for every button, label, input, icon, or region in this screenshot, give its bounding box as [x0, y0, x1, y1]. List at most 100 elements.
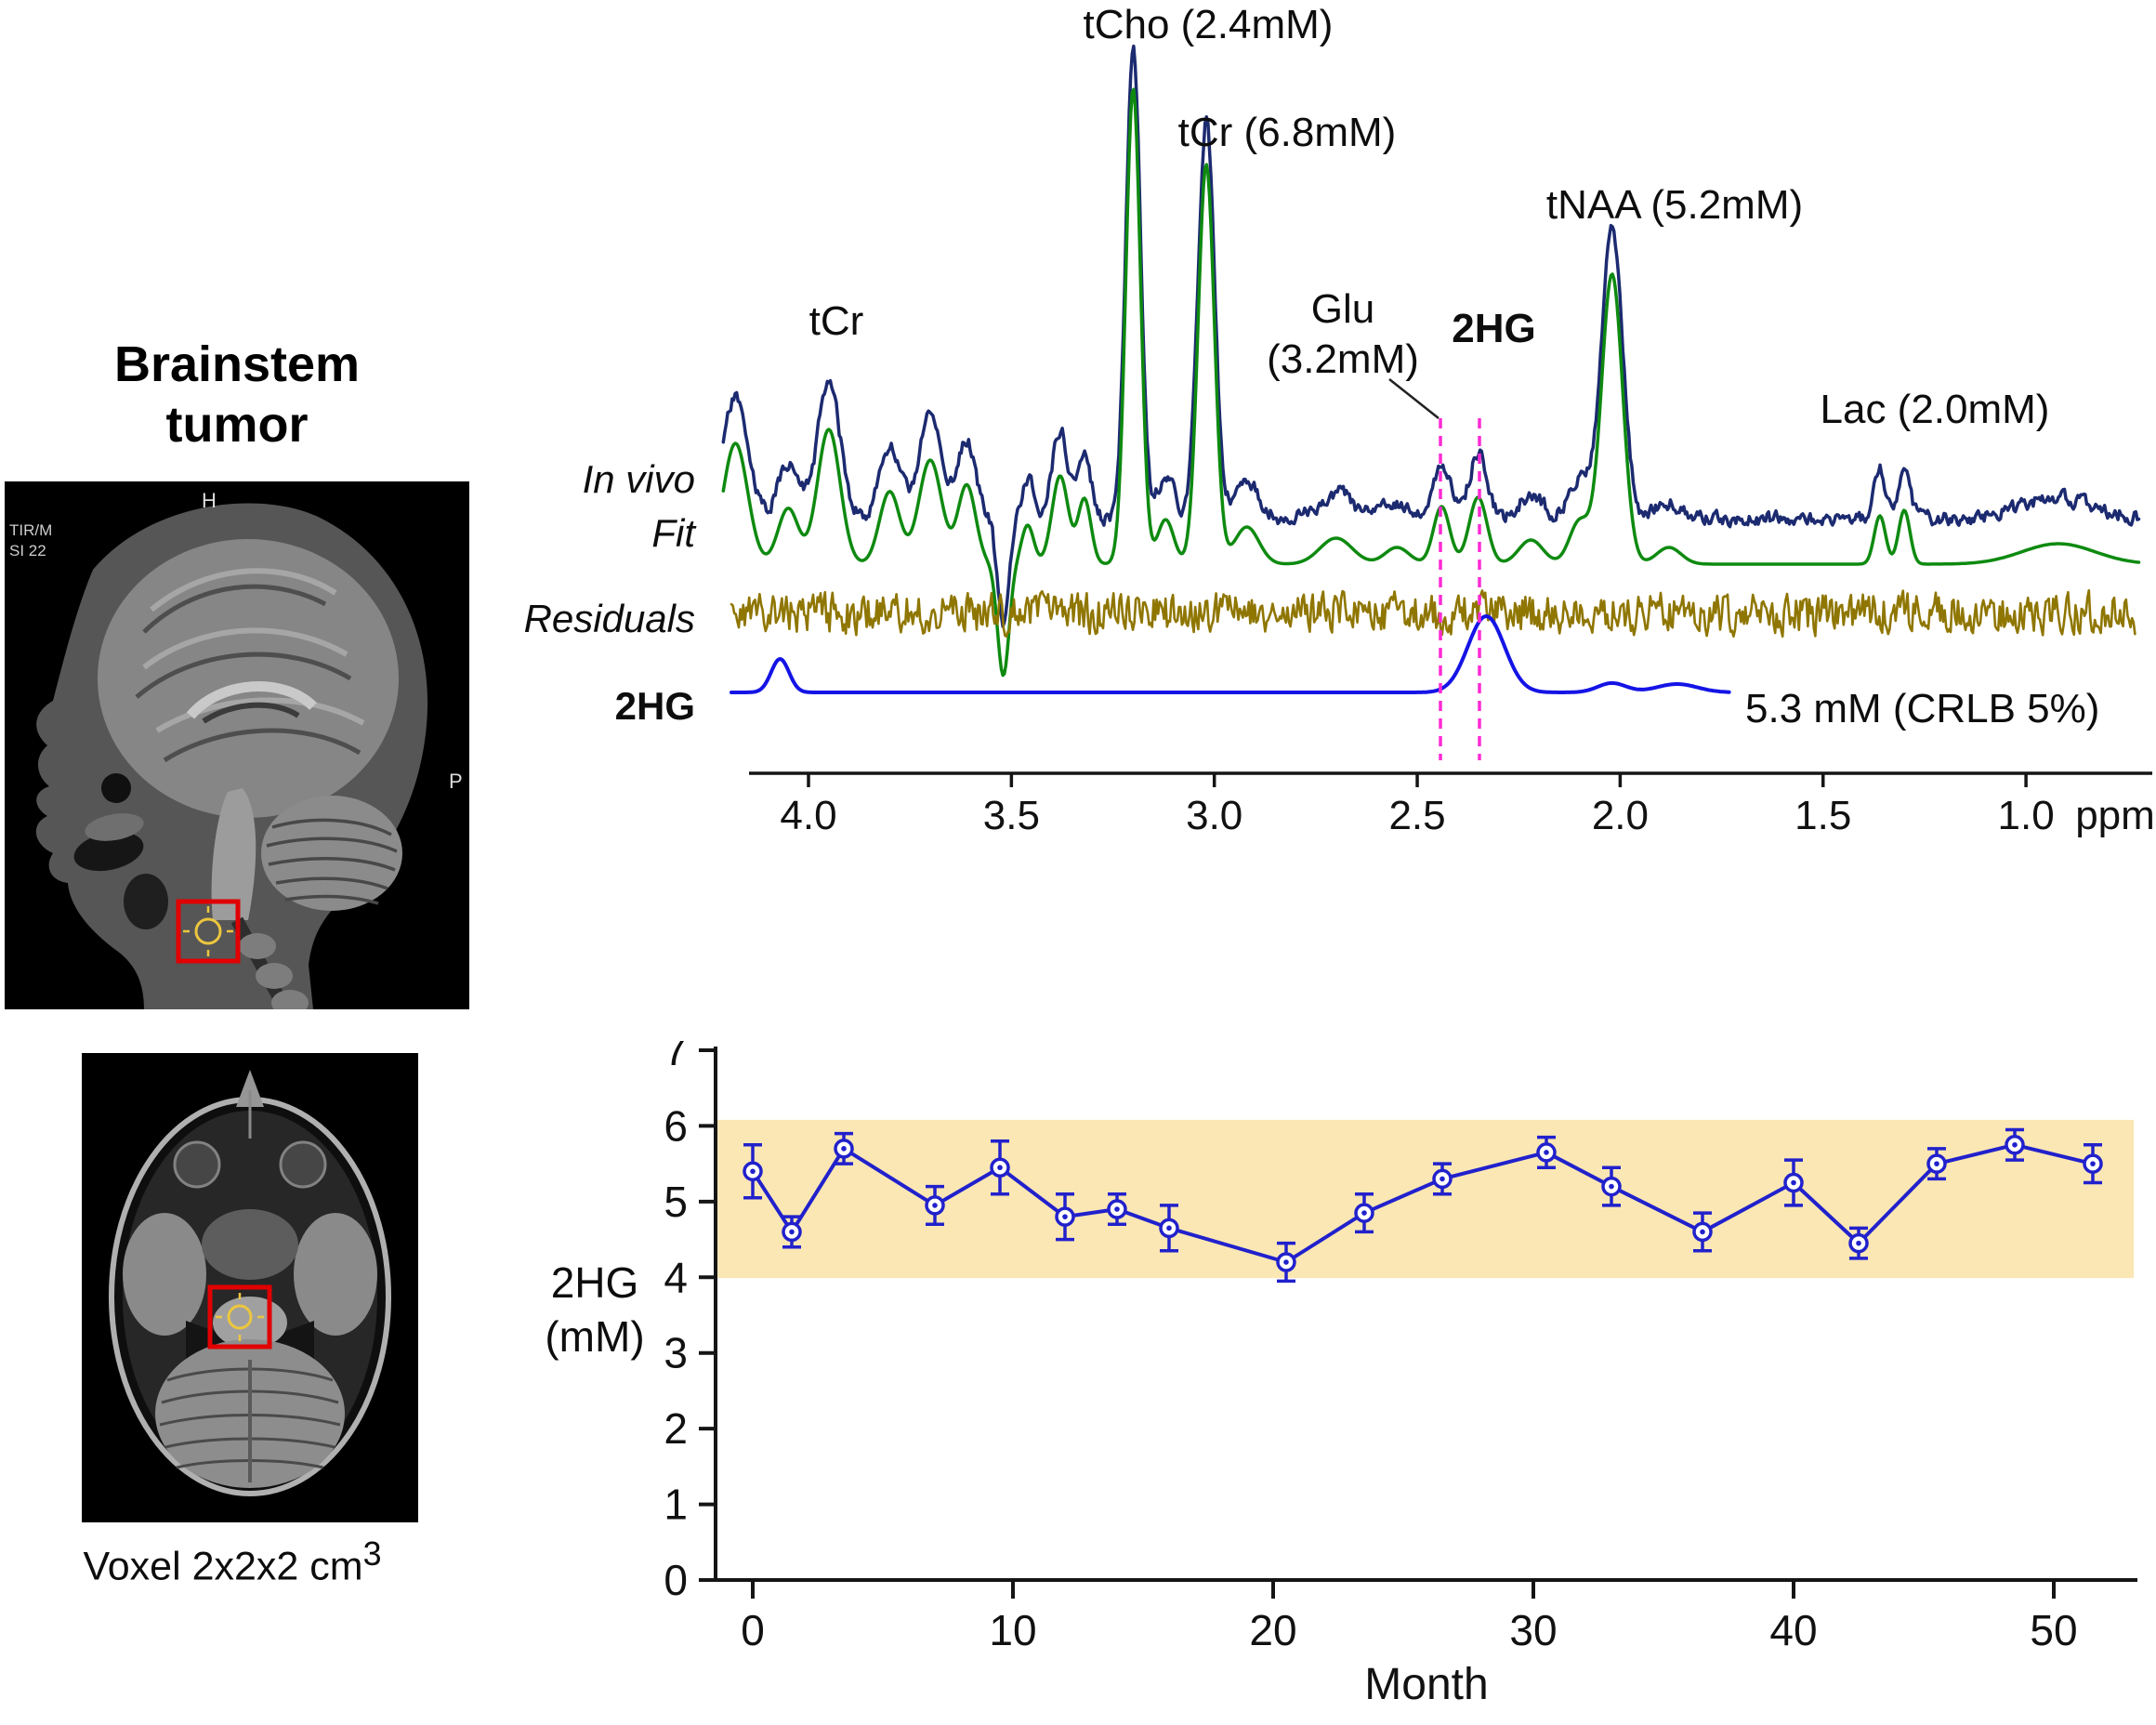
y-axis-title-line1: 2HG — [550, 1258, 639, 1307]
gyrus-line — [150, 568, 337, 612]
x-tick-label: 0 — [741, 1606, 765, 1654]
voxel-marker-ticks — [183, 906, 233, 956]
ventricle-line — [202, 702, 300, 724]
gyrus-line — [155, 697, 365, 733]
peak-label-lac: Lac (2.0mM) — [1820, 387, 2050, 432]
y-tick-label: 7 — [664, 1041, 688, 1074]
x-tick-label: 40 — [1769, 1606, 1817, 1654]
scan-params-line2: SI 22 — [9, 542, 46, 560]
data-point — [834, 1131, 854, 1165]
peak-label-tcho: tCho (2.4mM) — [1083, 2, 1334, 47]
peak-label-glu-line2: (3.2mM) — [1267, 336, 1419, 382]
data-point — [1601, 1165, 1622, 1207]
x-tick-label: 50 — [2030, 1606, 2077, 1654]
peak-label-tcr-right: tCr (6.8mM) — [1177, 110, 1397, 155]
ppm-axis-unit: ppm — [2075, 793, 2155, 838]
axial-mri-image — [82, 1053, 418, 1522]
data-point — [1848, 1226, 1869, 1260]
brainstem — [211, 788, 256, 920]
2hg-model-trace — [730, 614, 1731, 694]
corpus-callosum — [186, 681, 317, 719]
data-point — [2083, 1143, 2103, 1185]
voxel-marker-circle — [227, 1304, 253, 1330]
figure-title-line1: Brainstem — [113, 336, 361, 392]
folia-line — [268, 857, 396, 872]
trace-label-invivo: In vivo — [582, 457, 695, 501]
residuals-trace — [730, 588, 2136, 639]
mrs-spectrum-plot: 4.0 3.5 3.0 2.5 2.0 1.5 1.0 ppm — [721, 44, 2155, 838]
data-point — [1692, 1211, 1713, 1253]
y-tick-label: 5 — [664, 1178, 688, 1226]
voxel-box — [176, 899, 241, 964]
cerebellum — [261, 796, 402, 911]
nose — [236, 1070, 264, 1107]
sulcus-line — [142, 584, 327, 634]
y-axis-title-line2: (mM) — [545, 1311, 645, 1361]
voxel-marker-circle — [194, 917, 222, 945]
data-point — [743, 1143, 763, 1200]
data-point — [1107, 1192, 1127, 1227]
y-tick-label: 4 — [664, 1253, 688, 1301]
peak-label-2hg: 2HG — [1452, 306, 1536, 351]
voxel-caption: Voxel 2x2x2 cm3 — [33, 1535, 432, 1589]
vertebra — [239, 933, 276, 959]
voxel-box — [207, 1284, 272, 1350]
temporal-lobe — [294, 1213, 377, 1336]
longitudinal-2hg-chart: 0 1 2 3 4 5 6 7 0 10 20 30 40 50 Month — [664, 1041, 2137, 1709]
in-vivo-trace — [721, 44, 2141, 628]
y-tick-label: 0 — [664, 1556, 688, 1604]
peak-label-glu-line1: Glu — [1310, 286, 1375, 332]
y-tick-label: 2 — [664, 1404, 688, 1453]
peak-label-tcr-left: tCr — [808, 298, 864, 344]
cerebrum — [98, 539, 399, 818]
chart-axes — [699, 1047, 2137, 1599]
folia-line — [271, 818, 392, 836]
ppm-tick-label: 2.5 — [1388, 793, 1445, 838]
ppm-tick-label: 1.0 — [1998, 793, 2055, 838]
sphenoid — [202, 1209, 298, 1280]
data-point — [990, 1139, 1010, 1196]
y-tick-label: 6 — [664, 1101, 688, 1150]
ppm-tick-label: 3.0 — [1186, 793, 1242, 838]
sinus — [101, 773, 131, 803]
peak-label-tnaa: tNAA (5.2mM) — [1545, 182, 1804, 228]
folia-line — [275, 876, 388, 890]
2hg-estimate-text: 5.3 mM (CRLB 5%) — [1745, 686, 2100, 731]
eye-globe — [173, 1140, 221, 1189]
y-tick-label: 1 — [664, 1481, 688, 1529]
tongue — [85, 813, 144, 841]
ppm-tick-label: 2.0 — [1592, 793, 1649, 838]
y-axis-title: 2HG (mM) — [483, 1257, 706, 1363]
y-tick-label: 3 — [664, 1329, 688, 1377]
figure-title: Brainstem tumor — [23, 335, 451, 455]
ppm-axis — [749, 771, 2152, 787]
data-point — [1926, 1147, 1947, 1181]
data-point — [1432, 1162, 1453, 1196]
figure-title-line2: tumor — [165, 396, 309, 453]
sulcus-line — [135, 652, 352, 699]
fit-trace — [721, 87, 2141, 678]
data-point — [1536, 1135, 1557, 1169]
folia-line — [284, 894, 379, 905]
data-point — [1159, 1204, 1179, 1253]
data-point — [1354, 1192, 1374, 1234]
temporal-lobe — [123, 1213, 206, 1336]
x-axis-title: Month — [1364, 1660, 1488, 1709]
voxel-caption-superscript: 3 — [362, 1535, 382, 1573]
pharynx — [124, 874, 168, 929]
trace-label-2hg: 2HG — [614, 684, 695, 728]
oral-cavity — [73, 831, 144, 872]
axial-brain-rendering — [82, 1053, 418, 1522]
voxel-caption-text: Voxel 2x2x2 cm — [83, 1544, 363, 1589]
eye-globe — [279, 1140, 327, 1189]
ppm-tick-label: 4.0 — [780, 793, 836, 838]
folia-line — [266, 836, 398, 853]
ppm-tick-label: 3.5 — [983, 793, 1040, 838]
trace-label-residuals: Residuals — [523, 597, 695, 640]
data-point — [1055, 1192, 1075, 1242]
sagittal-mri-image: TIR/M SI 22 H P — [5, 481, 469, 1016]
sagittal-brain-rendering: TIR/M SI 22 H P — [5, 481, 469, 1016]
vertebra — [256, 963, 293, 989]
reference-range-band — [716, 1119, 2134, 1279]
data-point — [1783, 1158, 1804, 1207]
